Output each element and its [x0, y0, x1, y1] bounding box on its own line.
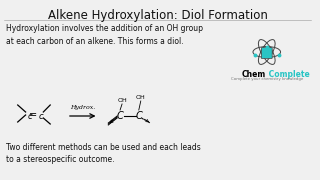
Text: Chem: Chem	[242, 70, 266, 79]
Text: Complete your chemistry knowledge: Complete your chemistry knowledge	[231, 77, 303, 81]
Text: =: =	[29, 110, 37, 120]
Text: C: C	[135, 111, 142, 121]
FancyBboxPatch shape	[261, 48, 272, 58]
Text: c: c	[28, 111, 32, 120]
Text: OH: OH	[117, 98, 127, 103]
Text: c: c	[38, 111, 43, 120]
Text: OH: OH	[136, 95, 146, 100]
Text: Alkene Hydroxylation: Diol Formation: Alkene Hydroxylation: Diol Formation	[48, 9, 268, 22]
Text: Hydrox.: Hydrox.	[70, 105, 95, 110]
Text: Complete: Complete	[266, 70, 309, 79]
Text: Hydroxylation involves the addition of an OH group
at each carbon of an alkene. : Hydroxylation involves the addition of a…	[6, 24, 203, 46]
Text: Two different methods can be used and each leads
to a stereospecific outcome.: Two different methods can be used and ea…	[6, 143, 201, 165]
Text: C: C	[117, 111, 124, 121]
